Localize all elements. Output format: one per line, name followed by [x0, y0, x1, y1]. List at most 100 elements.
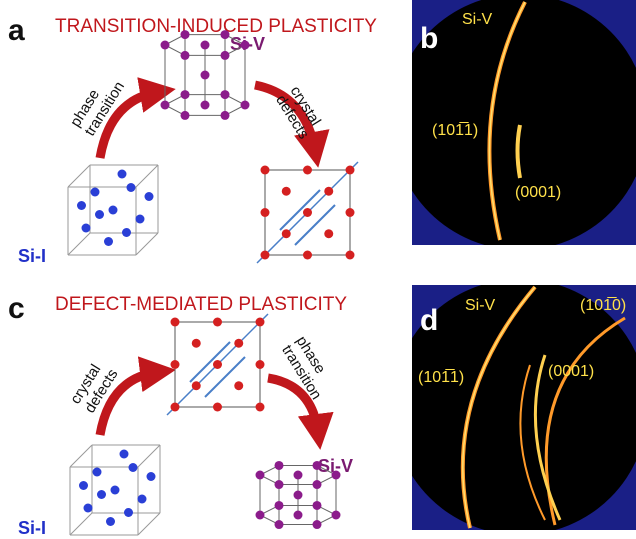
- atom: [160, 40, 170, 50]
- structure-line: [294, 204, 336, 246]
- atom: [180, 50, 190, 60]
- panel-title: DEFECT-MEDIATED PLASTICITY: [55, 294, 347, 315]
- atom: [293, 510, 303, 520]
- atom: [260, 208, 270, 217]
- phase-label: Si-V: [318, 456, 353, 476]
- structure-line: [279, 189, 321, 231]
- structure-line: [135, 164, 159, 188]
- atom: [220, 90, 230, 100]
- atom: [180, 30, 190, 40]
- atom: [274, 460, 284, 470]
- atom: [191, 338, 201, 348]
- atom: [108, 205, 118, 215]
- atom: [255, 317, 265, 327]
- phase-label: Si-I: [18, 518, 46, 538]
- diffraction-image: [412, 285, 636, 530]
- atom: [274, 480, 284, 490]
- atom: [293, 490, 303, 500]
- structure-line: [69, 512, 93, 536]
- atom: [200, 70, 210, 80]
- atom: [255, 470, 265, 480]
- atom: [170, 360, 180, 369]
- phase-label: Si-I: [18, 246, 46, 266]
- atom: [274, 520, 284, 530]
- atom: [345, 208, 355, 217]
- atom: [303, 250, 312, 260]
- atom: [126, 183, 136, 192]
- panel-letter: d: [420, 304, 438, 337]
- atom: [293, 470, 303, 480]
- atom: [255, 510, 265, 520]
- arrow: [254, 80, 330, 168]
- structure-line: [69, 444, 93, 468]
- atom: [303, 165, 312, 175]
- atom: [345, 165, 355, 175]
- atom: [312, 520, 322, 530]
- atom: [303, 208, 312, 217]
- reflection-label: (101̅1): [432, 121, 478, 139]
- arrow: [95, 77, 176, 159]
- atom: [213, 317, 222, 327]
- panel-letter: a: [8, 14, 25, 47]
- atom: [180, 110, 190, 120]
- atom: [345, 250, 355, 260]
- atom: [83, 503, 93, 513]
- arrow-label: phasetransition: [67, 69, 128, 139]
- reflection-label: (101̅1): [418, 368, 464, 386]
- atom: [281, 186, 291, 196]
- atom: [213, 402, 222, 412]
- atom: [255, 360, 265, 369]
- panel-letter: b: [420, 22, 438, 55]
- atom: [191, 381, 201, 391]
- atom: [324, 229, 334, 239]
- atom: [124, 508, 133, 517]
- arrow: [95, 356, 176, 436]
- atom: [97, 490, 106, 499]
- atom: [128, 463, 138, 472]
- atom: [234, 381, 244, 391]
- atom: [92, 467, 102, 477]
- atom: [260, 165, 270, 175]
- reflection-label: (0001): [548, 363, 594, 380]
- atom: [281, 229, 291, 239]
- panel-title: TRANSITION-INDUCED PLASTICITY: [55, 16, 377, 37]
- atom: [220, 110, 230, 120]
- atom: [274, 500, 284, 510]
- atom: [110, 485, 120, 495]
- atom: [180, 90, 190, 100]
- atom: [122, 228, 131, 237]
- atom: [213, 360, 222, 369]
- atom: [137, 494, 147, 504]
- atom: [200, 100, 210, 110]
- atom: [81, 223, 91, 233]
- atom: [77, 201, 86, 210]
- atom: [240, 40, 250, 50]
- atom: [79, 481, 88, 490]
- atom: [146, 472, 156, 481]
- atom: [312, 500, 322, 510]
- atom: [144, 192, 154, 201]
- arrow-label: phasetransition: [278, 333, 339, 403]
- atom: [117, 169, 127, 179]
- arrow: [267, 373, 334, 450]
- reflection-label: (0001): [515, 184, 561, 201]
- atom: [312, 460, 322, 470]
- structure-line: [67, 164, 91, 188]
- atom: [255, 402, 265, 412]
- structure-line: [137, 512, 161, 536]
- atom: [170, 402, 180, 412]
- atom: [104, 237, 113, 246]
- panel-letter: c: [8, 292, 25, 325]
- atom: [331, 510, 341, 520]
- structure-line: [137, 444, 161, 468]
- reflection-label: (101̅0): [580, 296, 626, 314]
- structure-line: [204, 356, 246, 398]
- atom: [234, 338, 244, 348]
- atom: [106, 517, 115, 526]
- phase-label: Si-V: [465, 297, 496, 314]
- atom: [240, 100, 250, 110]
- atom: [160, 100, 170, 110]
- atom: [324, 186, 334, 196]
- atom: [260, 250, 270, 260]
- structure-line: [135, 232, 159, 256]
